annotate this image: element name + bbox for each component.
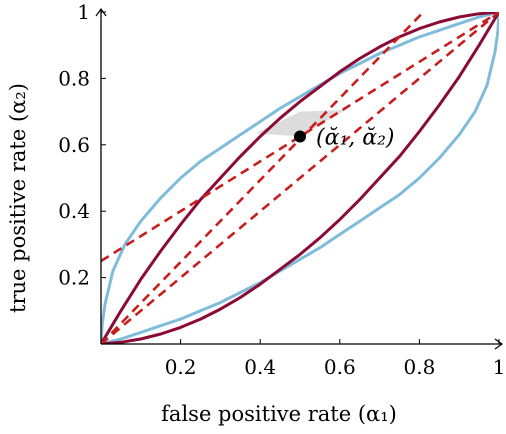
series-line-dashed-red-4: [101, 12, 425, 344]
x-tick-label: 0.6: [324, 355, 356, 379]
x-tick-label: 1: [493, 355, 506, 379]
labels: false positive rate (α₁) true positive r…: [6, 83, 397, 426]
plot-area: [101, 12, 499, 344]
x-axis-label: false positive rate (α₁): [161, 402, 397, 426]
y-tick-label: 0.6: [58, 133, 90, 157]
y-tick-label: 0.4: [58, 199, 90, 223]
x-tick-label: 0.2: [165, 355, 197, 379]
x-axis-arrow-icon: [494, 338, 504, 350]
operating-point-label: (ᾰ₁, ᾰ₂): [316, 126, 395, 151]
y-tick-label: 0.8: [58, 66, 90, 90]
series-line-light-blue-0: [101, 12, 499, 344]
series-line-dashed-red-5: [101, 12, 499, 263]
y-axis-label: true positive rate (α₂): [6, 83, 30, 313]
y-tick-label: 0.2: [58, 266, 90, 290]
series-line-dark-red-3: [101, 12, 499, 344]
series-line-light-blue-1: [101, 12, 499, 344]
x-tick-label: 0.8: [403, 355, 435, 379]
axes: 0.2 0.4 0.6 0.8 1 0.2 0.4 0.6 0.8 1 (ᾰ₁, ᾰ₂): [58, 0, 505, 379]
y-tick-label: 1: [77, 0, 90, 24]
x-tick-label: 0.4: [244, 355, 276, 379]
series-line-dark-red-2: [101, 12, 499, 344]
operating-point: [294, 130, 306, 143]
y-axis-arrow-icon: [95, 7, 107, 17]
series-line-dashed-red-6: [101, 12, 499, 344]
